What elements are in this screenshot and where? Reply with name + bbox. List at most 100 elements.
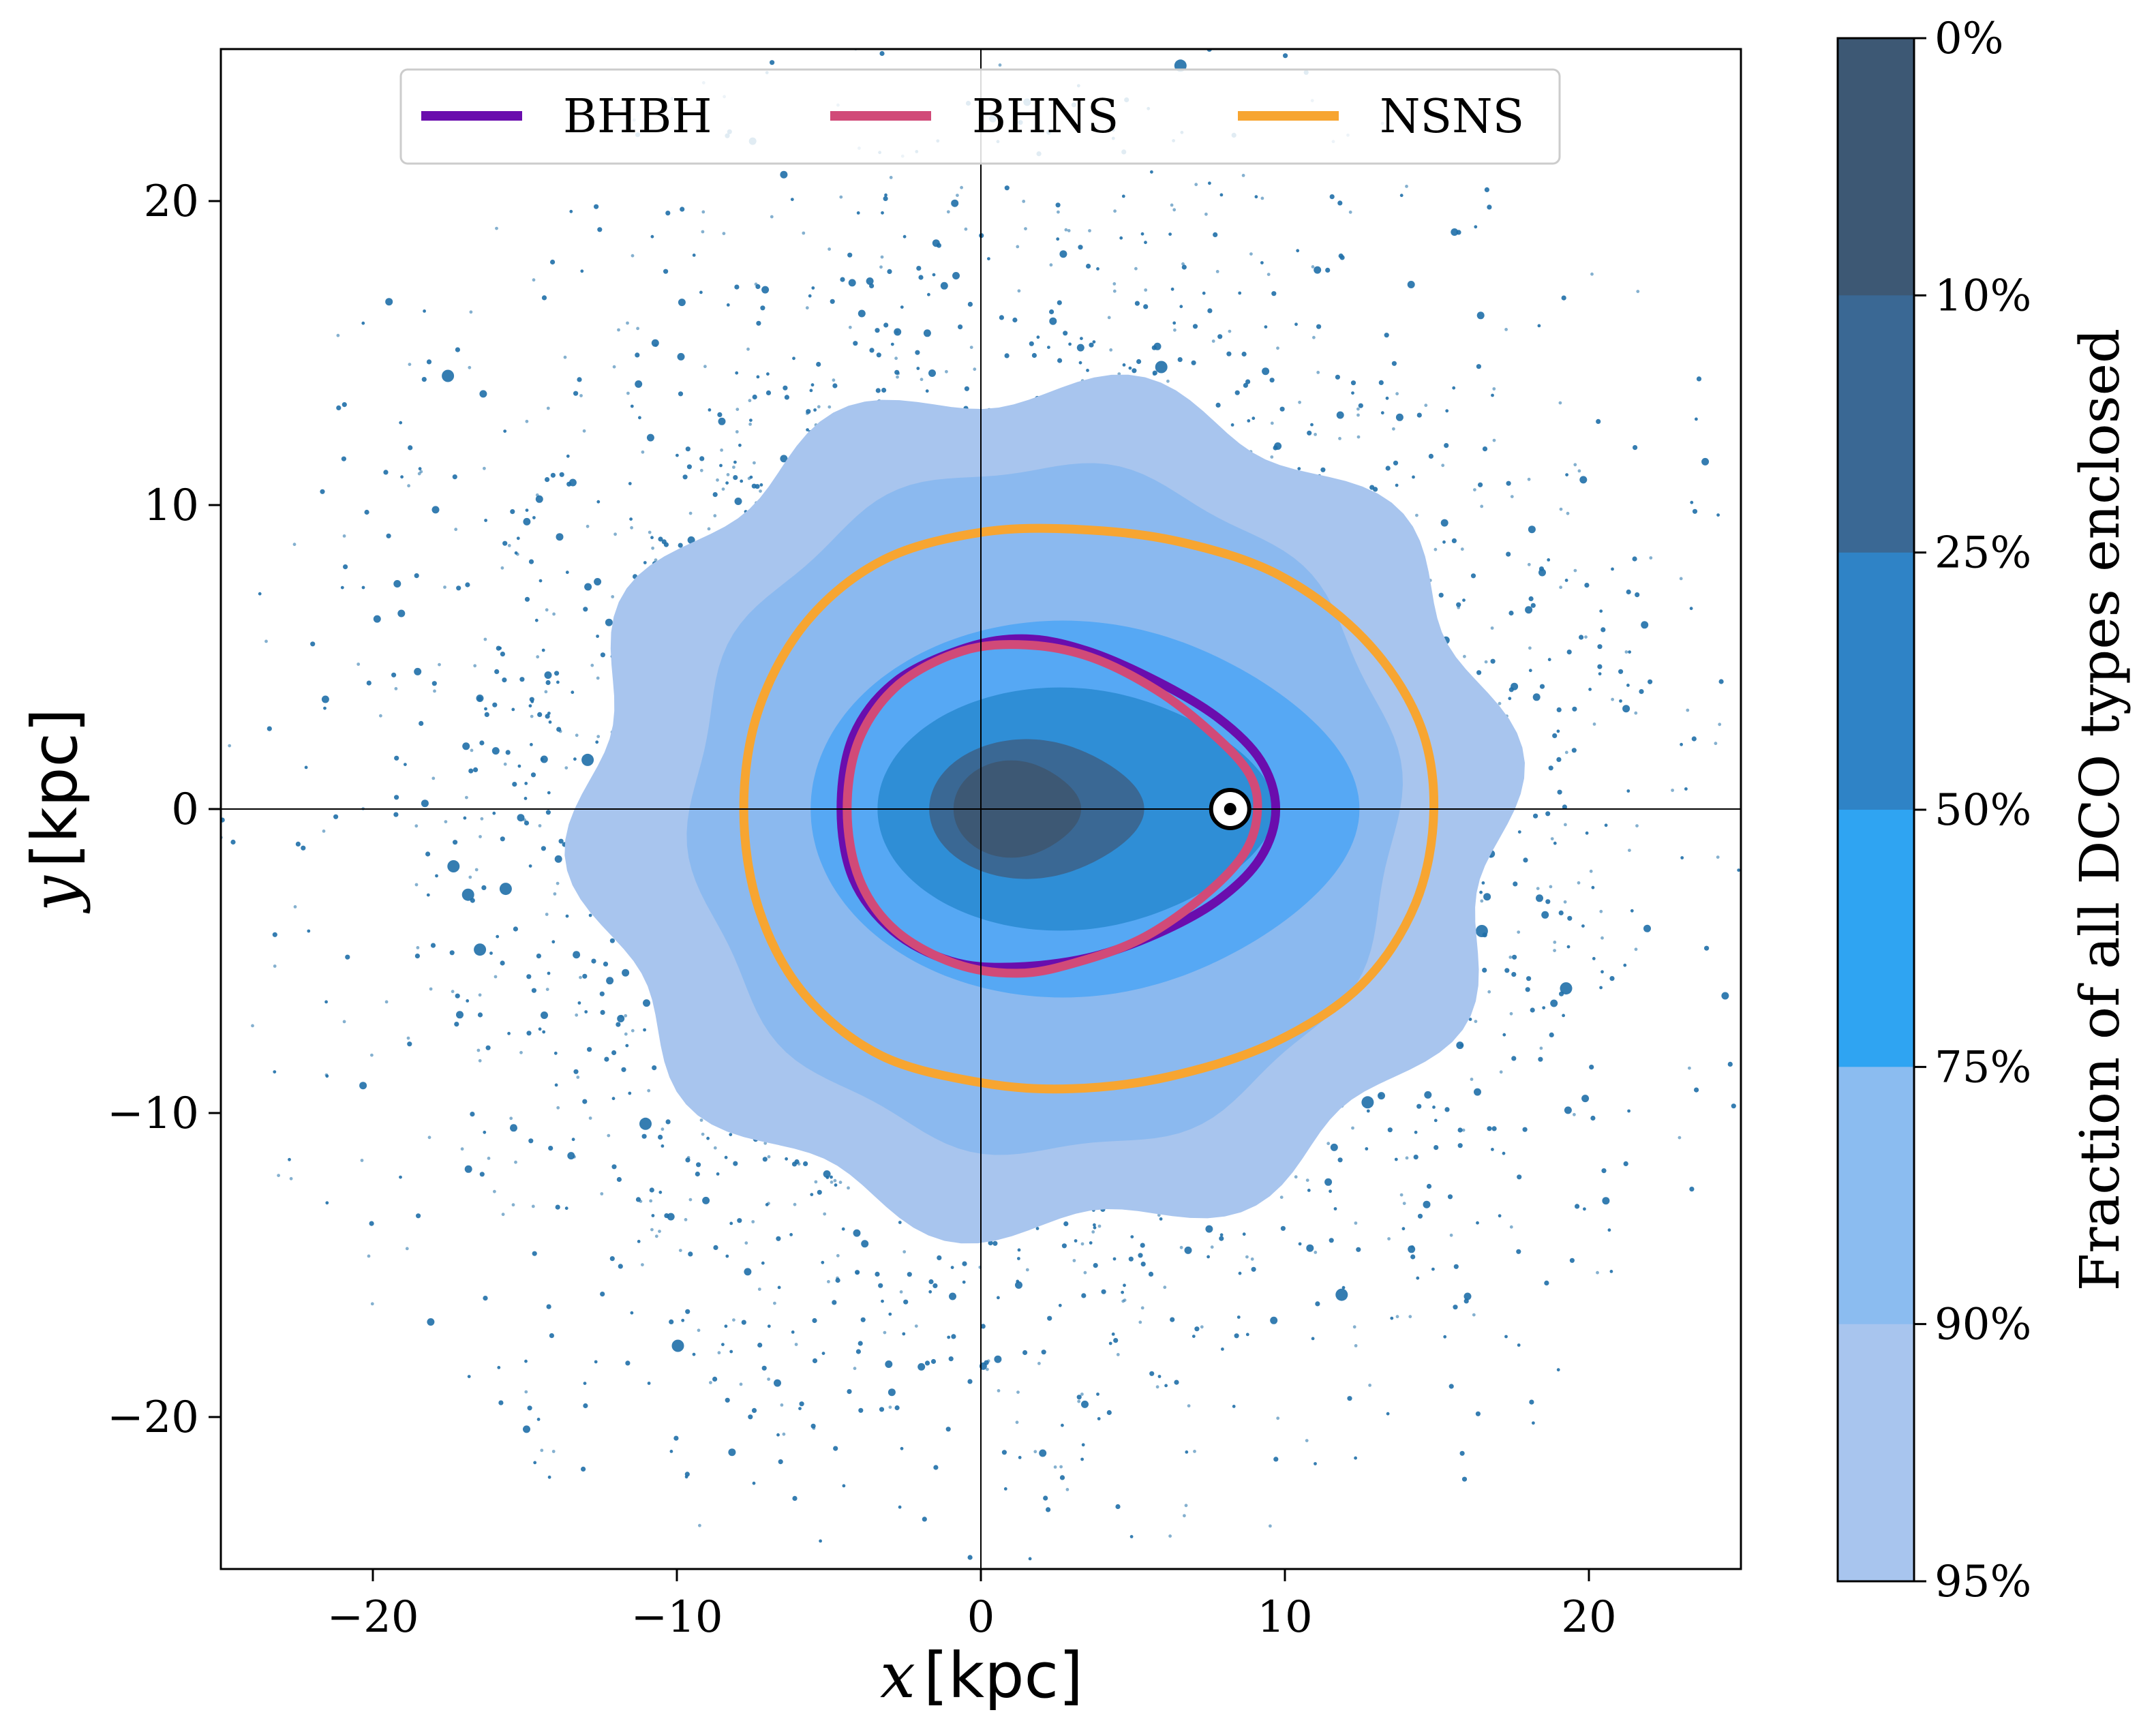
scatter-point (1356, 413, 1360, 417)
scatter-point (1113, 209, 1117, 213)
scatter-point (588, 913, 592, 917)
scatter-point (812, 1358, 818, 1364)
scatter-point (1544, 1280, 1549, 1285)
scatter-point (721, 487, 725, 491)
scatter-point (1509, 1225, 1513, 1229)
scatter-point (1049, 309, 1055, 315)
scatter-point (916, 367, 920, 370)
scatter-point (1333, 1207, 1337, 1210)
scatter-point (524, 820, 530, 826)
scatter-point (1529, 1399, 1534, 1405)
scatter-point (665, 211, 671, 216)
scatter-point (525, 508, 529, 512)
scatter-point (812, 1427, 816, 1430)
scatter-point (1112, 282, 1117, 286)
scatter-point (1384, 333, 1389, 338)
scatter-point (1470, 573, 1476, 579)
scatter-point (1599, 909, 1603, 913)
scatter-point (547, 791, 551, 795)
scatter-point (1528, 596, 1534, 602)
scatter-point (879, 50, 885, 57)
scatter-point (853, 1367, 857, 1371)
scatter-point (1016, 1390, 1020, 1394)
scatter-point (1172, 208, 1177, 212)
scatter-point (894, 369, 900, 375)
scatter-point (1269, 1524, 1272, 1528)
scatter-point (603, 961, 609, 966)
scatter-point (713, 1245, 718, 1250)
scatter-point (1553, 941, 1557, 944)
scatter-point (1316, 324, 1322, 329)
scatter-point (621, 1067, 626, 1072)
scatter-point (492, 811, 496, 815)
scatter-point (964, 386, 969, 391)
scatter-point (1461, 1476, 1468, 1482)
scatter-point (1457, 1127, 1463, 1133)
scatter-point (902, 1332, 906, 1336)
scatter-point (716, 478, 719, 482)
scatter-point (1155, 361, 1168, 374)
scatter-point (1517, 930, 1521, 934)
scatter-point (483, 637, 487, 641)
scatter-point (545, 913, 549, 916)
scatter-point (1504, 968, 1510, 973)
scatter-point (733, 475, 738, 481)
scatter-point (1232, 1405, 1236, 1408)
scatter-point (994, 1355, 1002, 1363)
scatter-point (1386, 1412, 1390, 1416)
scatter-point (661, 1127, 665, 1131)
scatter-point (451, 990, 455, 994)
scatter-point (1242, 1232, 1246, 1236)
scatter-point (469, 310, 473, 314)
scatter-point (624, 1014, 628, 1018)
scatter-point (583, 1382, 587, 1385)
scatter-point (1691, 736, 1697, 742)
scatter-point (802, 231, 806, 235)
scatter-point (678, 391, 684, 397)
scatter-point (421, 377, 427, 382)
scatter-point (394, 755, 399, 761)
scatter-point (1247, 419, 1251, 423)
scatter-point (524, 782, 528, 785)
scatter-point (394, 795, 399, 800)
scatter-point (251, 1024, 254, 1028)
scatter-point (421, 800, 429, 808)
scatter-point (530, 714, 534, 718)
scatter-point (1111, 1333, 1115, 1336)
scatter-point (1525, 606, 1533, 614)
scatter-point (538, 579, 543, 583)
scatter-point (1453, 1305, 1458, 1310)
scatter-point (1270, 455, 1274, 459)
scatter-point (1504, 1335, 1508, 1339)
scatter-point (923, 1620, 926, 1624)
scatter-point (725, 1254, 729, 1258)
scatter-point (661, 1144, 665, 1148)
scatter-point (405, 1247, 409, 1251)
scatter-point (1251, 416, 1256, 421)
scatter-point (663, 269, 669, 274)
scatter-point (553, 1051, 558, 1055)
scatter-point (937, 1255, 942, 1260)
scatter-point (1452, 386, 1456, 390)
scatter-point (567, 1152, 575, 1160)
scatter-point (541, 1011, 548, 1019)
scatter-point (576, 1076, 580, 1079)
scatter-point (545, 680, 551, 686)
scatter-point (1230, 423, 1234, 427)
scatter-point (1727, 1061, 1733, 1067)
scatter-point (489, 951, 493, 955)
scatter-point (1639, 689, 1644, 695)
scatter-point (701, 1132, 705, 1136)
scatter-point (340, 585, 344, 590)
scatter-point (816, 361, 821, 367)
scatter-point (707, 527, 711, 531)
scatter-point (1598, 672, 1602, 675)
scatter-point (673, 1435, 679, 1441)
scatter-point (1456, 602, 1461, 607)
scatter-point (1443, 1335, 1447, 1339)
scatter-point (1630, 909, 1634, 913)
scatter-point (379, 714, 382, 718)
scatter-point (766, 372, 770, 376)
scatter-point (1046, 1507, 1051, 1512)
scatter-point (1498, 1214, 1502, 1218)
